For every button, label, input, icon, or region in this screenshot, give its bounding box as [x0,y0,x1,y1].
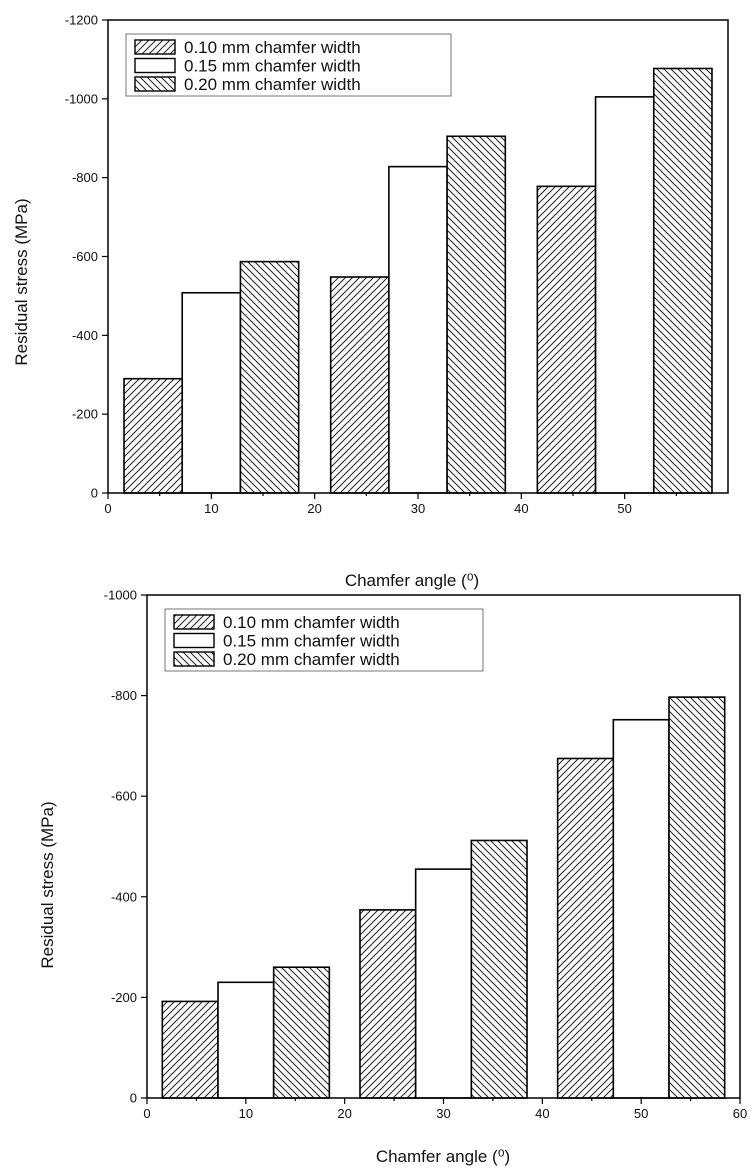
chart-1-x-tick-label: 30 [411,501,425,516]
chart-2-legend-swatch-3 [173,651,215,667]
chart-2-bar-s2-3 [612,718,670,1099]
chart-2-y-tick-label: 0 [130,1091,137,1106]
chart-1-legend-swatch-2 [134,57,176,74]
chart-2-x-tick-label: 0 [143,1106,150,1121]
chart-2-x-tick-label: 60 [733,1106,747,1121]
chart-1-bar-s3-3 [652,67,713,494]
chart-1-y-tick-label: -200 [72,407,98,422]
chart-1-x-axis-label: Chamfer angle (⁰) [345,571,479,590]
chart-2-legend-swatch-2 [173,632,215,649]
chart-1-bar-s3-2 [446,135,507,494]
chart-1-legend-swatch-1 [134,39,176,55]
chart-2-x-tick-label: 10 [239,1106,253,1121]
chart-2-legend-label-2: 0.15 mm chamfer width [223,632,400,651]
chart-2-x-tick-label: 40 [535,1106,549,1121]
chart-2-plot: 0 -200 -400 -600 -800 -1000 0 10 20 30 40 50 60 0.10 … [104,588,747,1122]
chart-2-legend-label-1: 0.10 mm chamfer width [223,613,400,632]
chart-2-legend-swatch-1 [173,614,215,630]
chart-1-bar-s3-1 [239,260,300,494]
chart-1-y-tick-label: -1200 [65,13,98,28]
chart-2-x-tick-label: 50 [634,1106,648,1121]
chart-1-x-tick-label: 40 [514,501,528,516]
chart-2-bar-s3-3 [668,696,726,1099]
chart-2-y-tick-label: -1000 [104,588,137,603]
chart-2-x-tick-label: 20 [337,1106,351,1121]
chart-2-y-tick-label: -400 [111,889,137,904]
chart-1-y-tick-label: 0 [91,486,98,501]
chart-1-legend-box [125,33,452,97]
chart-2-bar-s1-2 [359,909,417,1099]
chart-1-legend-label-1: 0.10 mm chamfer width [184,38,361,57]
chart-1-y-axis-label: Residual stress (MPa) [12,198,31,365]
chart-2-legend-label-3: 0.20 mm chamfer width [223,650,400,669]
chart-1-x-tick-label: 0 [104,501,111,516]
chart-1-bar-s1-1 [123,377,184,494]
chart-1-bar-s1-2 [329,276,390,494]
chart-1-x-tick-label: 20 [307,501,321,516]
chart-1-x-tick-label: 50 [617,501,631,516]
chart-1-y-tick-label: -800 [72,170,98,185]
chart-2-bar-s2-1 [217,981,275,1099]
chart-1-bar-s2-1 [181,291,242,494]
chart-2-x-axis-label: Chamfer angle (⁰) [376,1147,510,1166]
chart-2-y-tick-label: -800 [111,688,137,703]
chart-1-legend-label-3: 0.20 mm chamfer width [184,75,361,94]
chart-2-bar-s2-2 [414,868,473,1099]
chart-2-x-tick-label: 30 [436,1106,450,1121]
chart-1-legend-swatch-3 [134,76,176,92]
chart-1-x-tick-label: 10 [204,501,218,516]
chart-2-y-tick-label: -600 [111,789,137,804]
chart-2-bar-s1-3 [556,757,615,1099]
chart-2-legend-box [164,608,484,672]
chart-1-bar-s2-3 [594,96,655,494]
chart-1-legend-label-2: 0.15 mm chamfer width [184,57,361,76]
chart-2-bar-s1-1 [161,1000,219,1099]
chart-1-bar-s1-3 [536,185,597,494]
chart-1-y-tick-label: -400 [72,328,98,343]
chart-2-bar-s3-2 [470,839,528,1099]
chart-2: 0 -200 -400 -600 -800 -1000 0 10 20 30 40 50 60 0.10 … [38,588,747,1167]
chart-1-y-tick-label: -600 [72,249,98,264]
chart-2-y-axis-label: Residual stress (MPa) [38,801,57,968]
chart-1: 0 -200 -400 -600 -800 -1000 -1200 0 10 20 30 40 50 0.… [12,13,729,590]
chart-2-bar-s3-1 [272,966,331,1099]
chart-1-plot: 0 -200 -400 -600 -800 -1000 -1200 0 10 20 30 40 50 0.… [65,13,729,516]
chart-1-y-tick-label: -1000 [65,91,98,106]
chart-1-bar-s2-2 [388,165,448,494]
chart-2-y-tick-label: -200 [111,990,137,1005]
